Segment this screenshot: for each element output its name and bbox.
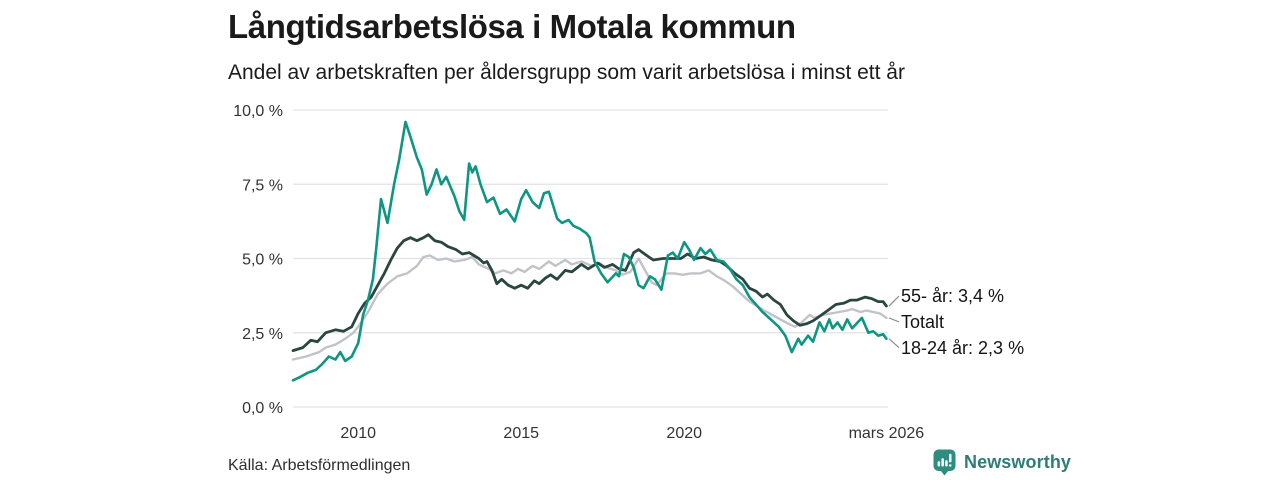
end-label-connector [888,338,900,349]
y-axis-tick-label: 0,0 % [242,400,283,417]
x-axis-tick-label: mars 2026 [849,425,925,442]
newsworthy-icon [933,449,956,476]
newsworthy-logo: Newsworthy [933,449,1071,476]
end-label-connector [888,295,900,307]
page-title: Långtidsarbetslösa i Motala kommun [228,8,796,45]
series-line-Totalt [291,254,888,361]
y-axis-tick-label: 10,0 % [233,103,283,120]
newsworthy-wordmark: Newsworthy [964,452,1072,472]
series-end-label-18-24: 18-24 år: 2,3 % [901,337,1025,358]
x-axis-tick-label: 2015 [503,425,539,442]
x-axis-tick-label: 2020 [666,425,702,442]
end-label-connector [888,317,900,323]
source-note: Källa: Arbetsförmedlingen [228,457,411,474]
series-end-label-55: 55- år: 3,4 % [901,286,1005,307]
series-line-55- år [291,233,888,353]
series-line-18-24 år [291,120,888,382]
x-axis-tick-label: 2010 [340,425,376,442]
y-axis-tick-label: 7,5 % [242,177,283,194]
series-end-label-total: Totalt [901,311,945,332]
chart-subtitle: Andel av arbetskraften per åldersgrupp s… [228,61,905,84]
y-axis-tick-label: 2,5 % [242,326,283,343]
y-axis-tick-label: 5,0 % [242,252,283,269]
